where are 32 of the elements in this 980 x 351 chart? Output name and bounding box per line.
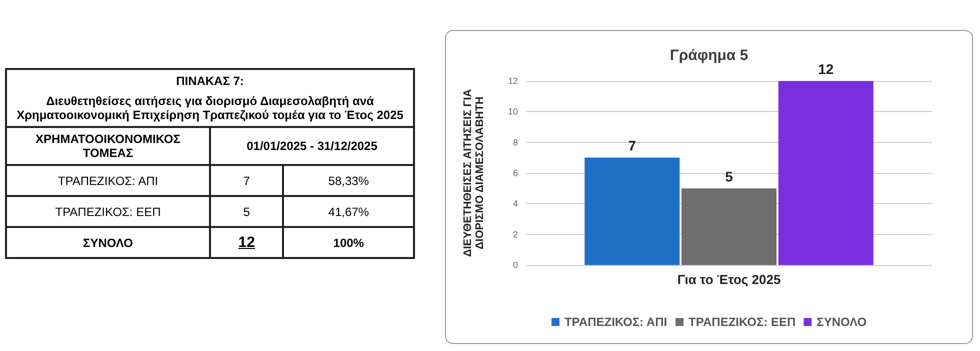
text: 41,67% [283,196,414,227]
y-tick-label: 0 [512,260,518,270]
y-tick-label: 8 [512,137,518,148]
text: ΧΡΗΜΑΤΟΟΙΚΟΝΟΜΙΚΟΣ ΤΟΜΕΑΣ [6,127,210,165]
chart-title: Γράφημα 5 [670,47,748,64]
data-label: 5 [725,168,734,184]
legend-label: ΤΡΑΠΕΖΙΚΟΣ: ΕΕΠ [688,315,796,329]
bar [584,158,680,265]
y-tick-label: 10 [508,106,518,117]
text: ΣΥΝΟΛΟ [6,227,210,258]
y-tick-label: 12 [508,76,518,86]
bar [682,188,776,265]
y-axis-title: ΔΙΕΥΘΕΤΗΘΕΙΣΕΣ ΑΙΤΗΣΕΙΣ ΓΙΑ ΔΙΟΡΙΣΜΟ ΔΙΑΜΕΣΟΛΑΒΗΤΗ [462,89,486,257]
bar [778,81,874,265]
data-label: 7 [628,138,636,154]
text: 12 [210,227,284,258]
text: ΤΡΑΠΕΖΙΚΟΣ: ΕΕΠ [6,196,210,227]
text: Διευθετηθείσες αιτήσεις για διορισμό Διαμεσολαβητή ανά Χρηματοοικονομική Επιχείρηση Τραπεζικού τομέα για το Έτος 2025 [16,94,404,122]
data-label: 12 [818,61,834,77]
y-tick-label: 2 [512,229,518,240]
legend-label: ΣΥΝΟΛΟ [816,315,867,329]
text: 58,33% [283,165,414,196]
text: 5 [210,196,284,227]
y-tick-label: 6 [512,168,518,178]
text: 01/01/2025 - 31/12/2025 [210,127,414,165]
y-tick-label: 4 [512,198,518,209]
text: ΤΡΑΠΕΖΙΚΟΣ: ΑΠΙ [6,165,210,196]
text: 100% [283,227,414,258]
text: ΠΙΝΑΚΑΣ 7: [175,74,245,88]
legend-label: ΤΡΑΠΕΖΙΚΟΣ: ΑΠΙ [564,315,668,329]
x-tick-label: Για το Έτος 2025 [677,272,781,287]
text: 7 [210,165,284,196]
